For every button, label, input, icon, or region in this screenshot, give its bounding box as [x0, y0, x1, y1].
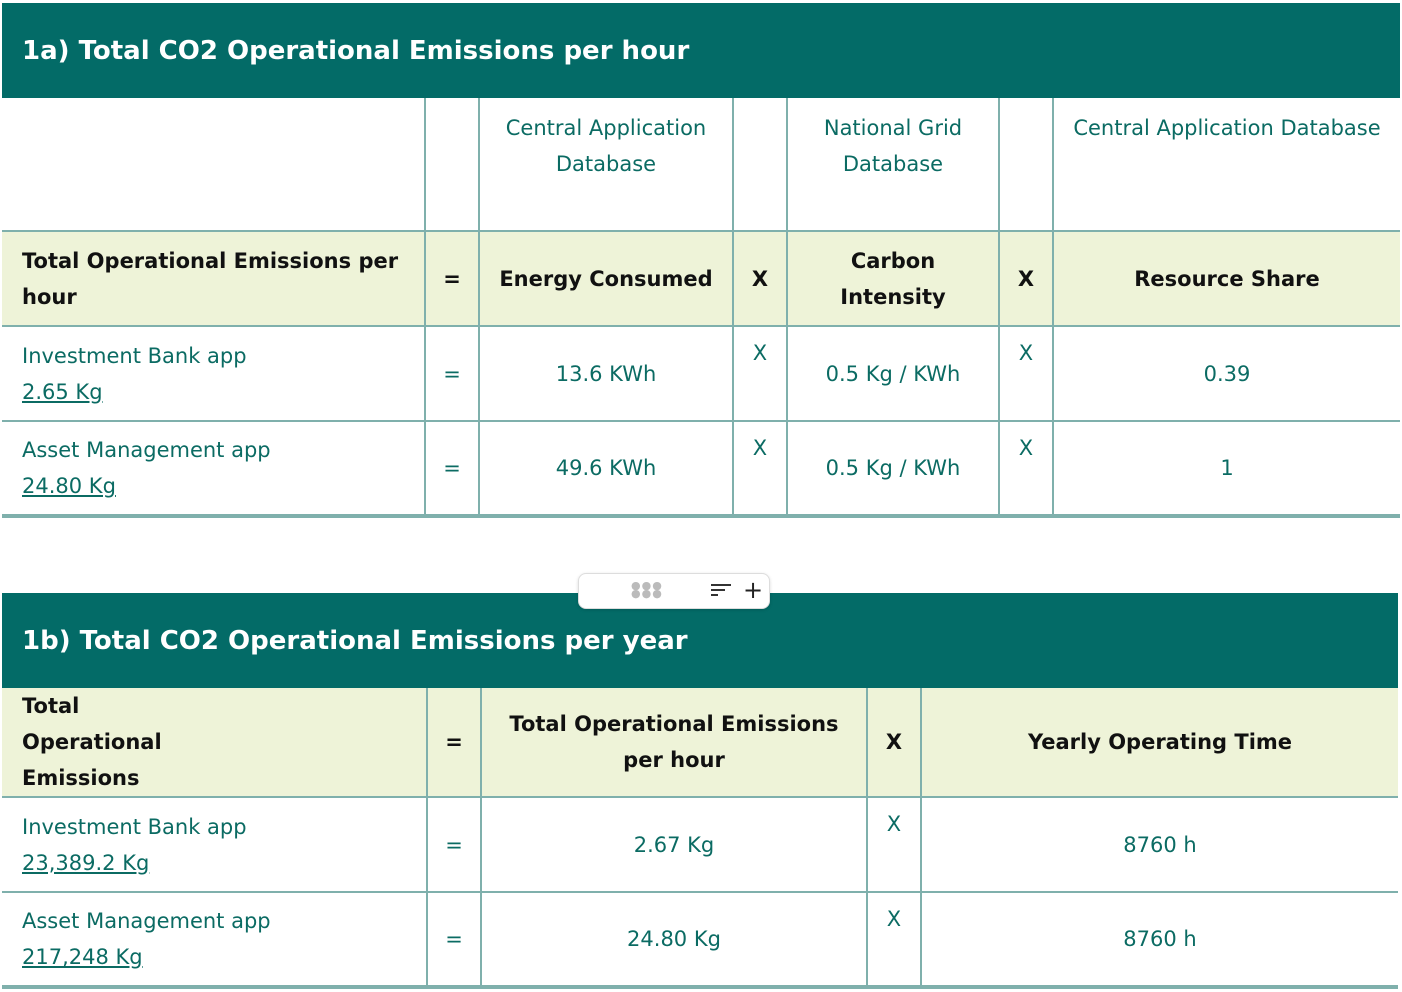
table-1a: Central Application Database National Gr…	[2, 98, 1400, 518]
table-row: Investment Bank app 23,389.2 Kg = 2.67 Kg…	[2, 797, 1398, 893]
drag-handle-icon[interactable]: ●●● ●●●	[631, 579, 663, 600]
equals-cell: =	[426, 797, 482, 893]
share-cell: 1	[1052, 421, 1400, 518]
label-cell: Total Operational Emissions per hour	[2, 231, 426, 327]
app-cell: Asset Management app 217,248 Kg	[2, 892, 428, 989]
energy-cell: 49.6 KWh	[478, 421, 734, 518]
per-hour-cell: 24.80 Kg	[480, 892, 868, 989]
multiply-cell: X	[998, 421, 1054, 518]
multiply-cell: X	[866, 892, 922, 989]
source-cell: Central Application Database	[478, 98, 734, 232]
label-cell: Carbon Intensity	[786, 231, 1000, 327]
sort-icon[interactable]	[711, 584, 731, 596]
label-cell: Total Operational Emissions	[2, 688, 428, 798]
label-row: Total Operational Emissions per hour = E…	[2, 231, 1400, 327]
title-text: 1b) Total CO2 Operational Emissions per …	[22, 625, 688, 656]
per-hour-cell: 2.67 Kg	[480, 797, 868, 893]
table-row: Asset Management app 24.80 Kg = 49.6 KWh …	[2, 421, 1400, 518]
block-toolbar: ●●● ●●● +	[578, 573, 770, 609]
time-cell: 8760 h	[920, 797, 1398, 893]
table-1b: Total Operational Emissions = Total Oper…	[2, 688, 1398, 989]
emission-link[interactable]: 217,248 Kg	[22, 945, 143, 969]
app-cell: Asset Management app 24.80 Kg	[2, 421, 426, 518]
app-cell: Investment Bank app 2.65 Kg	[2, 326, 426, 422]
title-text: 1a) Total CO2 Operational Emissions per …	[22, 35, 690, 66]
source-row: Central Application Database National Gr…	[2, 98, 1400, 232]
emission-link[interactable]: 24.80 Kg	[22, 474, 116, 498]
time-cell: 8760 h	[920, 892, 1398, 989]
share-cell: 0.39	[1052, 326, 1400, 422]
energy-cell: 13.6 KWh	[478, 326, 734, 422]
multiply-cell: X	[998, 231, 1054, 327]
app-name: Asset Management app	[22, 909, 271, 933]
app-name: Investment Bank app	[22, 814, 247, 839]
equals-cell: =	[424, 231, 480, 327]
label-cell: Resource Share	[1052, 231, 1400, 327]
multiply-cell: X	[866, 688, 922, 798]
equals-cell: =	[424, 326, 480, 422]
multiply-cell: X	[732, 231, 788, 327]
equals-cell: =	[424, 421, 480, 518]
source-cell: Central Application Database	[1052, 98, 1400, 232]
intensity-cell: 0.5 Kg / KWh	[786, 421, 1000, 518]
intensity-cell: 0.5 Kg / KWh	[786, 326, 1000, 422]
cell	[732, 98, 788, 232]
emission-link[interactable]: 2.65 Kg	[22, 379, 103, 404]
multiply-cell: X	[866, 797, 922, 893]
label-cell: Total Operational Emissions per hour	[480, 688, 868, 798]
multiply-cell: X	[998, 326, 1054, 422]
label-cell: Yearly Operating Time	[920, 688, 1398, 798]
label-cell: Energy Consumed	[478, 231, 734, 327]
multiply-cell: X	[732, 326, 788, 422]
source-cell: National Grid Database	[786, 98, 1000, 232]
label-row: Total Operational Emissions = Total Oper…	[2, 688, 1398, 798]
app-name: Investment Bank app	[22, 343, 247, 368]
equals-cell: =	[426, 892, 482, 989]
app-cell: Investment Bank app 23,389.2 Kg	[2, 797, 428, 893]
table-row: Investment Bank app 2.65 Kg = 13.6 KWh X …	[2, 326, 1400, 422]
equals-cell: =	[426, 688, 482, 798]
cell	[998, 98, 1054, 232]
app-name: Asset Management app	[22, 438, 271, 462]
emission-link[interactable]: 23,389.2 Kg	[22, 850, 150, 875]
table-1a-title: 1a) Total CO2 Operational Emissions per …	[2, 3, 1400, 98]
multiply-cell: X	[732, 421, 788, 518]
plus-icon[interactable]: +	[743, 576, 764, 604]
cell	[2, 98, 426, 232]
cell	[424, 98, 480, 232]
table-row: Asset Management app 217,248 Kg = 24.80 K…	[2, 892, 1398, 989]
